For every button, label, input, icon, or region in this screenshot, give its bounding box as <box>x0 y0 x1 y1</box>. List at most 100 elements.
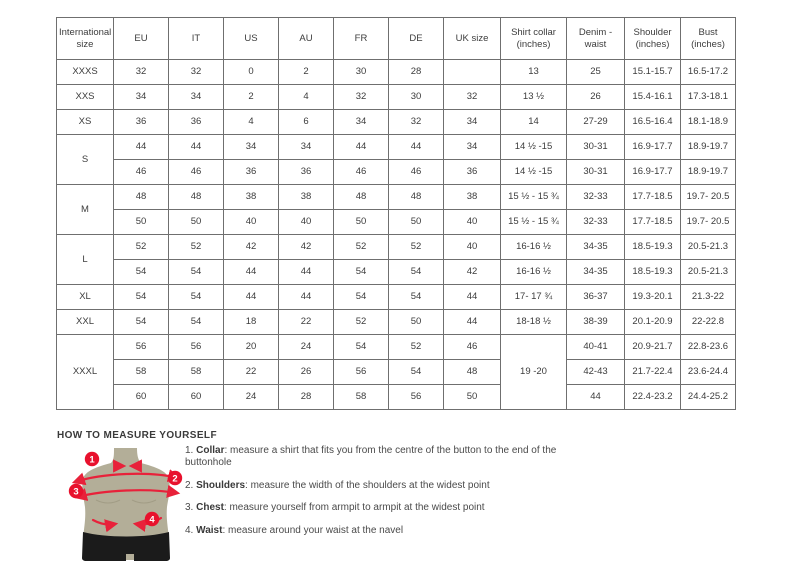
size-cell: 15.4-16.1 <box>624 84 681 110</box>
size-cell: 58 <box>168 359 224 385</box>
size-cell: 52 <box>168 234 224 260</box>
size-cell: 32 <box>388 109 444 135</box>
size-cell: 56 <box>168 334 224 360</box>
table-row: XXL 54 54 18 22 52 50 44 18-18 ½ 38-39 20.1-20.9 22… <box>56 309 736 335</box>
size-cell: 40 <box>443 234 501 260</box>
size-cell: 44 <box>443 309 501 335</box>
column-header: FR <box>333 17 389 60</box>
size-cell: 34 <box>168 84 224 110</box>
size-cell: 50 <box>388 209 444 235</box>
size-cell: 34 <box>223 134 279 160</box>
size-cell: 48 <box>168 184 224 210</box>
size-cell: 46 <box>333 159 389 185</box>
table-row: L 52 52 42 42 52 52 40 16-16 ½ 34-35 18.5-19.3 20.5… <box>56 234 736 285</box>
size-cell: 13 <box>500 59 567 85</box>
size-cell: 50 <box>443 384 501 410</box>
size-cell: 4 <box>278 84 334 110</box>
size-cell: 15.1-15.7 <box>624 59 681 85</box>
size-cell: 30-31 <box>566 159 625 185</box>
table-row: 60 60 24 28 58 56 50 44 22.4-23.2 24.4-25.2 <box>57 384 736 410</box>
size-cell: 44 <box>113 134 169 160</box>
table-row: 58 58 22 26 56 54 48 42-43 21.7-22.4 23.6-24.4 <box>57 359 736 385</box>
table-row: XS 36 36 4 6 34 32 34 14 27-29 16.5-16.4 18.1-18.9 <box>56 109 736 135</box>
size-cell: 24 <box>278 334 334 360</box>
size-cell: 36-37 <box>566 284 625 310</box>
size-cell: 34 <box>333 109 389 135</box>
size-cell: M <box>56 184 114 235</box>
size-cell: 24 <box>223 384 279 410</box>
size-cell: 42-43 <box>566 359 625 385</box>
size-cell: 18.9-19.7 <box>680 134 736 160</box>
size-cell: 32 <box>168 59 224 85</box>
waist-arrow-left <box>91 518 119 533</box>
size-cell: 50 <box>168 209 224 235</box>
badge-1-circle <box>84 451 100 467</box>
size-cell: 15 ½ - 15 ¾ <box>500 209 567 235</box>
size-cell: 42 <box>443 259 501 285</box>
size-cell: 54 <box>168 309 224 335</box>
size-cell: 18.1-18.9 <box>680 109 736 135</box>
badge-3-circle <box>68 483 84 499</box>
size-cell: 22 <box>223 359 279 385</box>
size-cell: 54 <box>333 259 389 285</box>
size-cell: 22-22.8 <box>680 309 736 335</box>
size-chart-header: International size EU IT US AU FR DE UK size Shi… <box>56 17 736 60</box>
size-cell: 18.9-19.7 <box>680 159 736 185</box>
size-cell: 42 <box>278 234 334 260</box>
size-cell: 46 <box>388 159 444 185</box>
size-cell: 36 <box>223 159 279 185</box>
size-cell: 18.5-19.3 <box>624 259 681 285</box>
size-cell: L <box>56 234 114 285</box>
size-cell: 44 <box>223 259 279 285</box>
size-cell: 58 <box>333 384 389 410</box>
size-cell: 36 <box>278 159 334 185</box>
size-cell: 44 <box>333 134 389 160</box>
size-cell: 40 <box>443 209 501 235</box>
size-cell: 54 <box>168 259 224 285</box>
size-cell: S <box>56 134 114 185</box>
measure-step-collar: 1. Collar: measure a shirt that fits you… <box>185 445 605 469</box>
table-row: 46 46 36 36 46 46 36 14 ½ -15 30-31 16.9-17.7 18.9… <box>57 159 736 185</box>
size-chart-body: XXXS 32 32 0 2 30 28 13 25 15.1-15.7 16.5-17.2 XXS 3… <box>56 59 736 410</box>
size-cell: 50 <box>333 209 389 235</box>
table-row: XL 54 54 44 44 54 54 44 17- 17 ¾ 36-37 19.3-20.1 21… <box>56 284 736 310</box>
column-header: Shirt collar (inches) <box>500 17 567 60</box>
column-header: Denim - waist <box>566 17 625 60</box>
step-text: : measure the width of the shoulders at … <box>245 479 490 491</box>
size-cell: 54 <box>388 359 444 385</box>
table-row: XXXL 56 56 20 24 54 52 46 19 -20 40-41 20.9-21.7 22… <box>56 334 736 410</box>
size-cell: 15 ½ - 15 ¾ <box>500 184 567 210</box>
size-cell: 24.4-25.2 <box>680 384 736 410</box>
size-cell: 46 <box>443 334 501 360</box>
table-row: XXXS 32 32 0 2 30 28 13 25 15.1-15.7 16.5-17.2 <box>56 59 736 85</box>
size-cell: XXS <box>56 84 114 110</box>
size-cell: 32 <box>333 84 389 110</box>
size-cell: 34 <box>113 84 169 110</box>
column-header: EU <box>113 17 169 60</box>
measure-steps-list: 1. Collar: measure a shirt that fits you… <box>185 445 605 537</box>
size-cell: 36 <box>113 109 169 135</box>
column-header: DE <box>388 17 444 60</box>
size-cell: XXXS <box>56 59 114 85</box>
size-cell: 20.5-21.3 <box>680 259 736 285</box>
step-number: 3. <box>185 502 194 513</box>
mannequin-shorts <box>82 532 170 561</box>
size-cell: 44 <box>388 134 444 160</box>
size-cell: 54 <box>113 259 169 285</box>
size-cell: 44 <box>443 284 501 310</box>
size-cell: 42 <box>223 234 279 260</box>
size-cell: 6 <box>278 109 334 135</box>
size-cell: 48 <box>333 184 389 210</box>
column-header: US <box>223 17 279 60</box>
size-cell: 2 <box>278 59 334 85</box>
size-cell: 56 <box>388 384 444 410</box>
size-cell: 44 <box>566 384 625 410</box>
column-header: AU <box>278 17 334 60</box>
step-number: 1. <box>185 445 194 456</box>
size-cell: 40 <box>278 209 334 235</box>
size-cell: 38-39 <box>566 309 625 335</box>
size-cell: 18-18 ½ <box>500 309 567 335</box>
size-cell: 34 <box>443 109 501 135</box>
size-cell: 30 <box>333 59 389 85</box>
